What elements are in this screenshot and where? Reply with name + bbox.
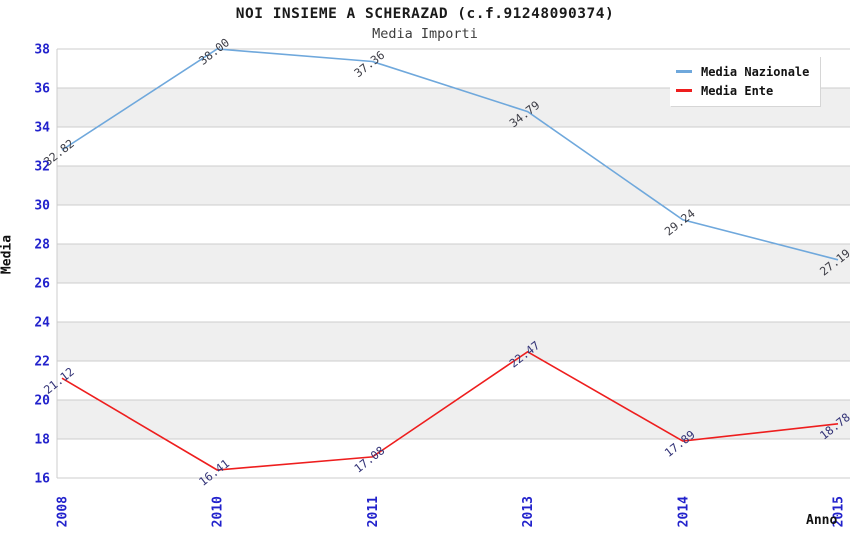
x-tick-label: 2015 bbox=[832, 496, 847, 527]
legend-label: Media Nazionale bbox=[701, 64, 810, 79]
grid-band bbox=[57, 166, 850, 205]
legend-label: Media Ente bbox=[701, 83, 774, 98]
y-tick-label: 20 bbox=[34, 394, 50, 409]
point-value-label: 32.82 bbox=[41, 136, 77, 168]
legend-item-media-ente: Media Ente bbox=[676, 81, 820, 100]
y-tick-label: 28 bbox=[34, 238, 50, 253]
chart-title: NOI INSIEME A SCHERAZAD (c.f.91248090374… bbox=[235, 6, 615, 22]
y-tick-label: 38 bbox=[34, 43, 50, 58]
x-tick-label: 2011 bbox=[366, 496, 381, 527]
legend-box: Media Nazionale Media Ente bbox=[670, 56, 820, 106]
y-tick-label: 36 bbox=[34, 82, 50, 97]
grid-band bbox=[57, 400, 850, 439]
x-tick-label: 2008 bbox=[56, 496, 71, 527]
grid-band bbox=[57, 322, 850, 361]
point-value-label: 17.08 bbox=[351, 443, 387, 475]
y-tick-label: 22 bbox=[34, 355, 50, 370]
chart-subtitle: Media Importi bbox=[372, 26, 478, 42]
legend-item-media-nazionale: Media Nazionale bbox=[676, 62, 820, 81]
y-tick-label: 16 bbox=[34, 472, 50, 487]
x-tick-label: 2014 bbox=[676, 496, 691, 527]
legend-line-marker-ente bbox=[676, 89, 692, 92]
y-tick-label: 24 bbox=[34, 316, 50, 331]
x-axis-title: Anno bbox=[806, 513, 838, 528]
legend-line-marker-nazionale bbox=[676, 70, 692, 73]
x-tick-label: 2010 bbox=[211, 496, 226, 527]
y-axis-title: Media bbox=[0, 234, 15, 275]
series-line-media-nazionale bbox=[61, 48, 839, 261]
y-tick-label: 30 bbox=[34, 199, 50, 214]
y-tick-label: 26 bbox=[34, 277, 50, 292]
grid-band bbox=[57, 244, 850, 283]
series-line-media-ente bbox=[61, 350, 839, 471]
y-tick-label: 34 bbox=[34, 121, 50, 136]
y-tick-label: 18 bbox=[34, 433, 50, 448]
y-tick-label: 32 bbox=[34, 160, 50, 175]
x-tick-label: 2013 bbox=[521, 496, 536, 527]
